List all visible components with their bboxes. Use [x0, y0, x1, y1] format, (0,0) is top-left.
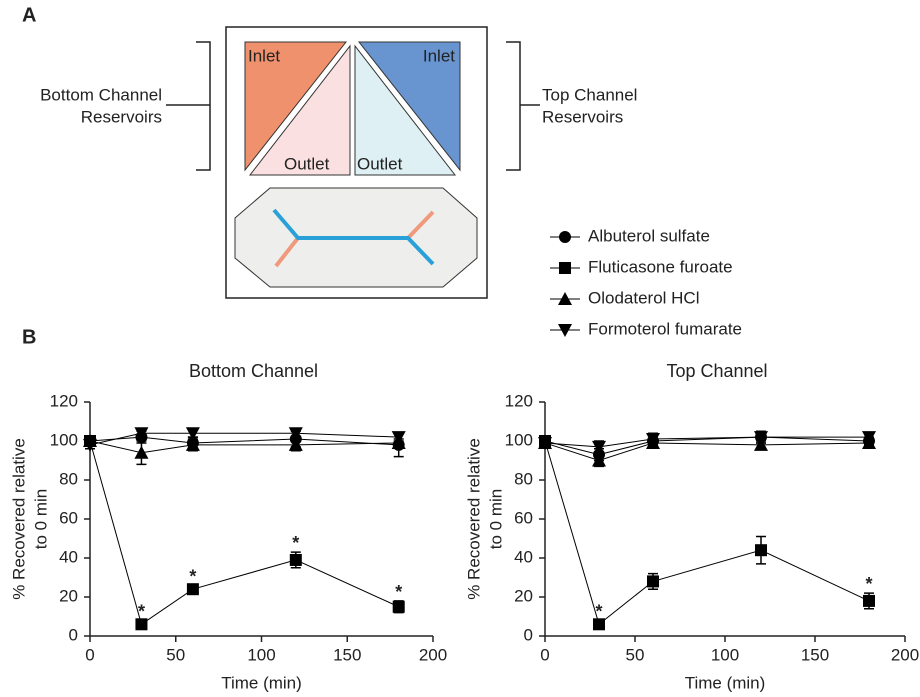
bracket [506, 41, 540, 171]
marker [538, 436, 552, 450]
y-tick-label: 20 [514, 586, 533, 605]
x-axis-label: Time (min) [221, 673, 302, 692]
marker [185, 427, 200, 441]
marker [83, 438, 97, 452]
y-axis-label: to 0 min [486, 489, 505, 549]
y-tick-label: 0 [524, 625, 533, 644]
marker [135, 618, 148, 631]
reservoir-label: Outlet [357, 154, 403, 173]
marker [288, 437, 303, 451]
marker [185, 437, 200, 451]
x-tick-label: 50 [166, 645, 185, 664]
x-tick-label: 200 [891, 645, 919, 664]
y-tick-label: 20 [59, 586, 78, 605]
annotation: * [595, 601, 602, 621]
marker [558, 324, 572, 337]
annotation: * [865, 574, 872, 594]
marker [646, 433, 660, 447]
y-tick-label: 40 [59, 547, 78, 566]
chart-title: Bottom Channel [189, 361, 318, 381]
y-tick-label: 60 [59, 508, 78, 527]
marker [754, 437, 768, 451]
annotation: * [189, 566, 196, 586]
top-channel [272, 208, 435, 266]
marker [186, 583, 199, 596]
marker [289, 553, 302, 566]
marker [755, 544, 767, 557]
marker [592, 453, 606, 467]
x-tick-label: 150 [801, 645, 829, 664]
marker [863, 594, 875, 607]
y-tick-label: 40 [514, 547, 533, 566]
series-line [544, 440, 870, 626]
x-tick-label: 0 [540, 645, 549, 664]
bracket-label: Bottom Channel [40, 85, 162, 104]
marker [754, 431, 768, 445]
x-tick-label: 100 [247, 645, 275, 664]
reservoir [354, 44, 457, 176]
y-tick-label: 80 [514, 469, 533, 488]
annotation: * [292, 533, 299, 553]
y-axis-label: % Recovered relative [464, 438, 483, 600]
y-axis-label: to 0 min [31, 489, 50, 549]
annotation: * [395, 582, 402, 602]
marker [647, 575, 659, 588]
marker [559, 262, 571, 274]
y-tick-label: 0 [69, 625, 78, 644]
y-tick-label: 100 [50, 430, 78, 449]
legend-label: Albuterol sulfate [588, 226, 710, 245]
y-axis-label: % Recovered relative [9, 438, 28, 600]
marker [392, 600, 405, 613]
bracket-label: Top Channel [542, 85, 637, 104]
marker [593, 618, 605, 631]
x-tick-label: 100 [711, 645, 739, 664]
y-tick-label: 120 [505, 391, 533, 410]
series-line [544, 436, 870, 456]
series-line [89, 440, 399, 626]
reservoir [244, 41, 348, 172]
y-tick-label: 120 [50, 391, 78, 410]
marker [134, 427, 149, 441]
annotation: * [138, 601, 145, 621]
marker [558, 292, 572, 305]
marker [134, 445, 149, 459]
bracket [166, 41, 211, 171]
x-tick-label: 150 [333, 645, 361, 664]
reservoir-label: Inlet [423, 46, 455, 65]
series-line [544, 442, 870, 462]
marker [592, 440, 606, 454]
marker [391, 431, 406, 445]
panel-label: A [22, 4, 36, 26]
x-tick-label: 50 [626, 645, 645, 664]
x-axis-label: Time (min) [685, 673, 766, 692]
reservoir-label: Outlet [284, 154, 330, 173]
reservoir [248, 44, 351, 176]
x-tick-label: 0 [85, 645, 94, 664]
y-tick-label: 80 [59, 469, 78, 488]
reservoir-label: Inlet [248, 46, 280, 65]
marker [559, 231, 571, 243]
bottom-channel [274, 210, 435, 268]
chart-title: Top Channel [666, 361, 767, 381]
marker [862, 431, 876, 445]
reservoir [357, 41, 461, 172]
y-tick-label: 100 [505, 430, 533, 449]
marker [288, 427, 303, 441]
panel-label: B [22, 326, 36, 348]
bracket-label: Reservoirs [81, 107, 162, 126]
legend-label: Formoterol fumarate [588, 319, 742, 338]
x-tick-label: 200 [419, 645, 447, 664]
y-tick-label: 60 [514, 508, 533, 527]
legend-label: Olodaterol HCl [588, 288, 700, 307]
bracket-label: Reservoirs [542, 107, 623, 126]
legend-label: Fluticasone furoate [588, 257, 733, 276]
